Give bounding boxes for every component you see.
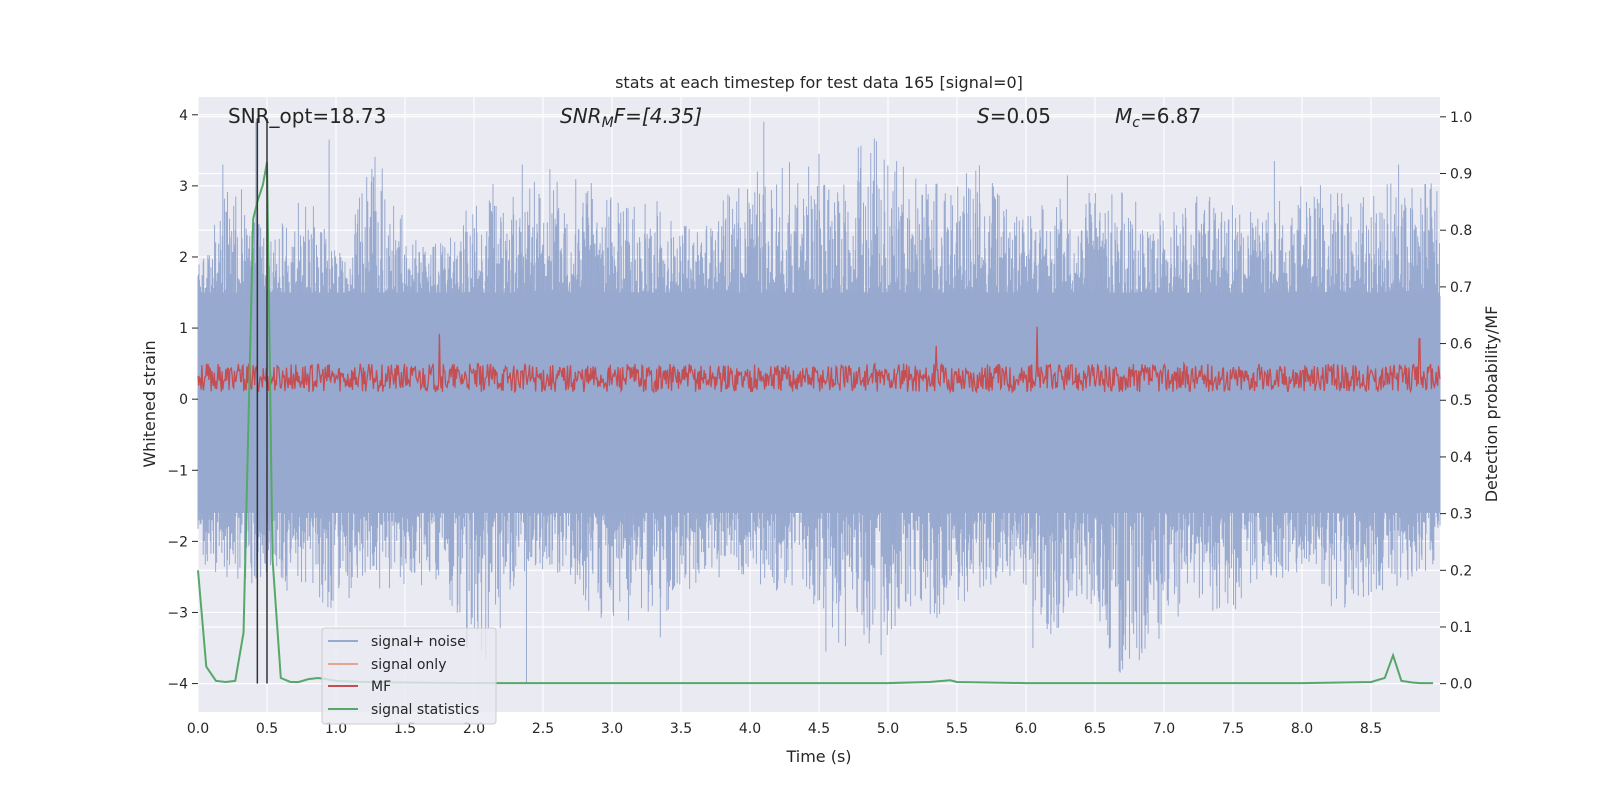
x-axis-label: Time (s) <box>785 747 851 766</box>
y-right-tick-label-4: 0.4 <box>1450 450 1472 466</box>
y-right-tick-label-0: 0.0 <box>1450 677 1472 693</box>
legend-label-mf: MF <box>371 679 391 695</box>
y-tick-label-8: 4 <box>179 108 188 124</box>
annotation-snr-mf-rest: F=[4.35] <box>614 104 702 128</box>
x-tick-label-11: 5.5 <box>946 721 968 737</box>
x-tick-label-1: 0.5 <box>256 721 278 737</box>
y-right-tick-label-3: 0.3 <box>1450 507 1472 523</box>
y-right-tick-label-8: 0.8 <box>1450 223 1472 239</box>
y-right-tick-label-9: 0.9 <box>1450 167 1472 183</box>
y-tick-label-6: 2 <box>179 250 188 266</box>
annotation-s-rest: =0.05 <box>990 104 1051 128</box>
y-tick-label-7: 3 <box>179 179 188 195</box>
annotation-s: S=0.05 <box>977 104 1051 128</box>
y-right-tick-label-5: 0.5 <box>1450 393 1472 409</box>
annotation-snr-mf-sub: M <box>602 115 614 131</box>
y-axis-right-label: Detection probability/MF <box>1482 306 1501 503</box>
annotation-mc: Mc=6.87 <box>1115 104 1201 131</box>
annotation-s-main: S <box>977 104 990 128</box>
x-tick-label-5: 2.5 <box>532 721 554 737</box>
legend-label-signal-statistics: signal statistics <box>371 702 479 718</box>
x-tick-label-8: 4.0 <box>739 721 761 737</box>
legend-label-signal-only: signal only <box>371 657 446 673</box>
x-tick-label-6: 3.0 <box>601 721 623 737</box>
x-tick-label-15: 7.5 <box>1222 721 1244 737</box>
series-mf <box>197 326 1441 394</box>
y-right-tick-label-2: 0.2 <box>1450 563 1472 579</box>
y-tick-label-5: 1 <box>179 321 188 337</box>
annotation-mc-sub: c <box>1132 115 1140 131</box>
x-tick-label-4: 2.0 <box>463 721 485 737</box>
y-axis-ticks: −4 −3 −2 −1 0 1 2 3 4 <box>167 108 198 693</box>
x-tick-label-16: 8.0 <box>1291 721 1313 737</box>
annotation-snr-opt: SNR_opt=18.73 <box>228 104 386 128</box>
x-tick-label-17: 8.5 <box>1360 721 1382 737</box>
x-tick-label-10: 5.0 <box>877 721 899 737</box>
y-tick-label-1: −3 <box>167 605 188 621</box>
x-tick-label-0: 0.0 <box>187 721 209 737</box>
annotation-snr-mf: SNRMF=[4.35] <box>560 104 702 131</box>
vertical-lines <box>256 118 268 684</box>
y-right-tick-label-7: 0.7 <box>1450 280 1472 296</box>
annotation-mc-rest: =6.87 <box>1140 104 1201 128</box>
legend-box <box>321 627 497 725</box>
x-tick-label-13: 6.5 <box>1084 721 1106 737</box>
x-axis-ticks: 0.0 0.5 1.0 1.5 2.0 2.5 3.0 3.5 4.0 4.5 5.0 5.5 6.0 6… <box>187 721 1382 737</box>
y-axis-right-ticks: 0.0 0.1 0.2 0.3 0.4 0.5 0.6 0.7 0.8 0.9 1.0 <box>1440 110 1472 693</box>
annotation-mc-main: M <box>1115 104 1132 128</box>
y-axis-label: Whitened strain <box>140 340 159 467</box>
y-tick-label-2: −2 <box>167 534 188 550</box>
y-right-tick-label-6: 0.6 <box>1450 337 1472 353</box>
x-tick-label-2: 1.0 <box>325 721 347 737</box>
x-tick-label-7: 3.5 <box>670 721 692 737</box>
x-tick-label-12: 6.0 <box>1015 721 1037 737</box>
legend: signal+ noise signal only MF signal stat… <box>321 627 497 725</box>
x-tick-label-3: 1.5 <box>394 721 416 737</box>
annotation-snr-mf-main: SNR <box>560 104 602 128</box>
series-layer <box>197 121 1441 685</box>
y-tick-label-3: −1 <box>167 463 188 479</box>
x-tick-label-9: 4.5 <box>808 721 830 737</box>
chart-title: stats at each timestep for test data 165… <box>615 73 1023 92</box>
y-right-tick-label-10: 1.0 <box>1450 110 1472 126</box>
y-right-tick-label-1: 0.1 <box>1450 620 1472 636</box>
y-tick-label-4: 0 <box>179 392 188 408</box>
legend-label-signal-noise: signal+ noise <box>371 634 466 650</box>
y-tick-label-0: −4 <box>167 677 188 693</box>
x-tick-label-14: 7.0 <box>1153 721 1175 737</box>
